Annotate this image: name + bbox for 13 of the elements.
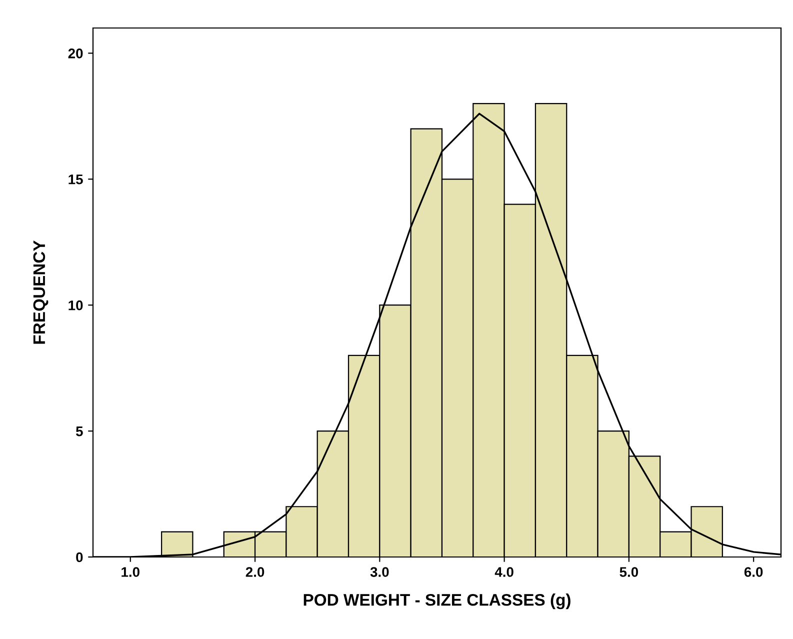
x-axis-title: POD WEIGHT - SIZE CLASSES (g) (304, 594, 570, 610)
y-tick-label: 5 (76, 426, 83, 436)
x-tick-label: 1.0 (122, 567, 140, 577)
y-tick-label: 15 (68, 174, 83, 184)
y-tick-label: 20 (68, 48, 83, 58)
y-tick-label: 10 (68, 300, 83, 310)
x-tick-label: 5.0 (620, 567, 638, 577)
x-tick-label: 3.0 (370, 567, 389, 577)
y-tick-label: 0 (76, 552, 83, 562)
y-axis-title: FREQUENCY (33, 240, 48, 344)
x-tick-label: 4.0 (494, 567, 514, 577)
x-tick-label: 6.0 (744, 567, 763, 577)
x-tick-label: 2.0 (246, 567, 264, 577)
